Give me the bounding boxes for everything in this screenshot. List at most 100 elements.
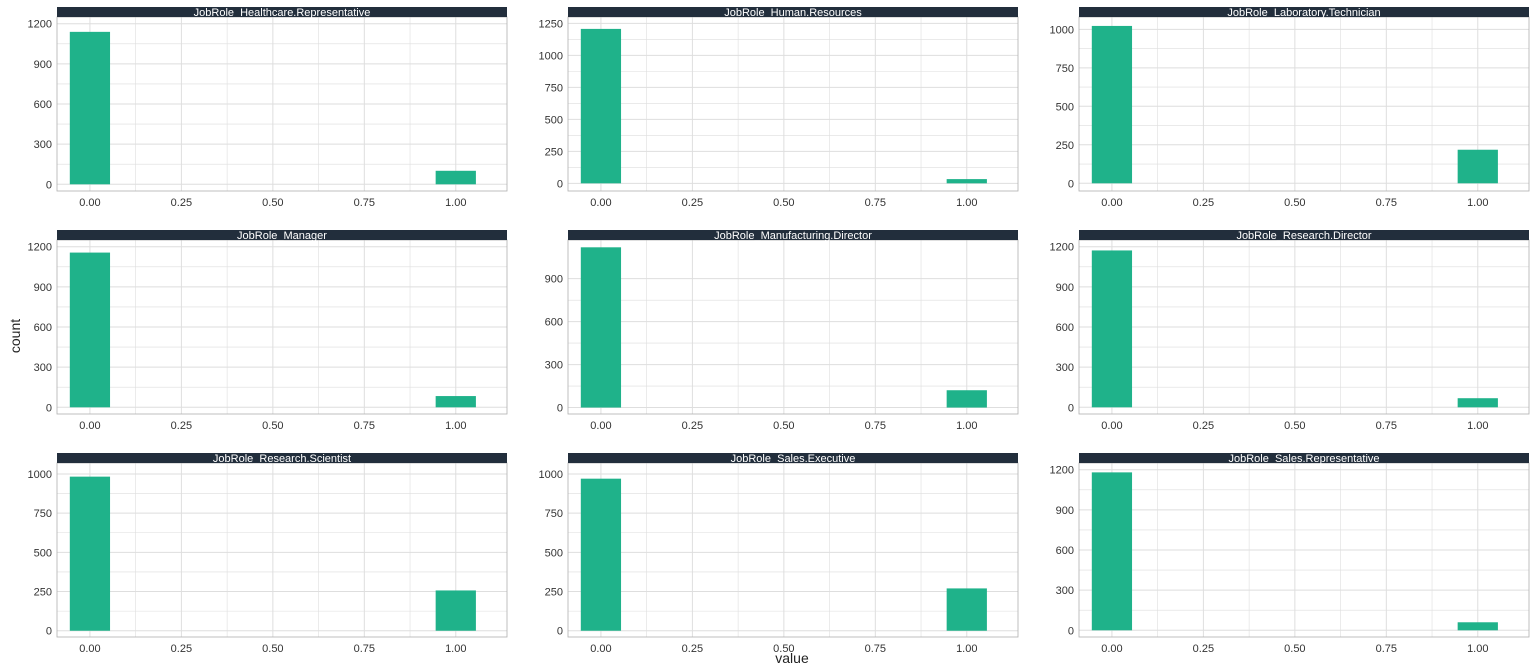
x-tick-label: 0.75 bbox=[1376, 643, 1397, 655]
x-tick-label: 0.50 bbox=[1284, 420, 1305, 432]
bar bbox=[946, 588, 987, 631]
facet-strip bbox=[568, 7, 1018, 17]
y-tick-label: 0 bbox=[46, 402, 52, 414]
facet-title: JobRole_Manager bbox=[237, 230, 327, 242]
y-tick-label: 0 bbox=[557, 626, 563, 638]
x-tick-label: 0.50 bbox=[1284, 643, 1305, 655]
y-tick-label: 300 bbox=[34, 139, 52, 151]
x-tick-label: 1.00 bbox=[956, 197, 977, 209]
x-tick-label: 1.00 bbox=[445, 197, 466, 209]
y-tick-label: 500 bbox=[1056, 101, 1074, 113]
facet-panel: 0 250 500 750 1000 1250 0.00 0.25 0.50 0.75 1.00 Jo… bbox=[539, 7, 1019, 209]
x-tick-label: 0.75 bbox=[865, 643, 886, 655]
facet-title: JobRole_Research.Scientist bbox=[213, 453, 351, 465]
y-tick-label: 0 bbox=[1068, 625, 1074, 637]
bar bbox=[435, 590, 476, 631]
facet-strip bbox=[1079, 230, 1529, 240]
x-tick-label: 0.75 bbox=[865, 197, 886, 209]
bar bbox=[580, 478, 622, 631]
bar bbox=[580, 28, 622, 184]
x-tick-label: 0.50 bbox=[262, 197, 283, 209]
bar bbox=[1457, 622, 1498, 631]
y-tick-label: 300 bbox=[1056, 362, 1074, 374]
bar bbox=[69, 476, 111, 631]
facet-panel: 0 250 500 750 1000 0.00 0.25 0.50 0.75 1.00 JobRol… bbox=[1050, 7, 1530, 209]
x-tick-label: 0.25 bbox=[682, 420, 703, 432]
x-tick-label: 1.00 bbox=[445, 420, 466, 432]
x-tick-label: 0.25 bbox=[682, 643, 703, 655]
y-tick-label: 600 bbox=[34, 99, 52, 111]
facet-strip bbox=[568, 230, 1018, 240]
facet-title: JobRole_Healthcare.Representative bbox=[194, 7, 371, 19]
facet-panel: 0 300 600 900 1200 0.00 0.25 0.50 0.75 1.00 JobRol… bbox=[28, 7, 508, 209]
x-tick-label: 0.00 bbox=[590, 420, 611, 432]
x-tick-label: 0.50 bbox=[1284, 197, 1305, 209]
x-tick-label: 1.00 bbox=[1467, 420, 1488, 432]
x-tick-label: 0.00 bbox=[79, 197, 100, 209]
x-tick-label: 1.00 bbox=[1467, 643, 1488, 655]
bar bbox=[69, 31, 111, 185]
panel-border bbox=[567, 16, 1019, 192]
y-tick-label: 0 bbox=[46, 179, 52, 191]
facet-title: JobRole_Manufacturing.Director bbox=[714, 230, 872, 242]
y-tick-label: 750 bbox=[545, 82, 563, 94]
y-tick-label: 600 bbox=[545, 317, 563, 329]
facet-title: JobRole_Sales.Representative bbox=[1228, 453, 1379, 465]
facet-panel: 0 250 500 750 1000 0.00 0.25 0.50 0.75 1.00 JobRol… bbox=[539, 453, 1019, 655]
y-tick-label: 0 bbox=[46, 626, 52, 638]
bar bbox=[69, 252, 111, 408]
x-tick-label: 0.25 bbox=[171, 420, 192, 432]
x-tick-label: 0.25 bbox=[171, 643, 192, 655]
x-tick-label: 0.75 bbox=[1376, 420, 1397, 432]
y-tick-label: 250 bbox=[1056, 140, 1074, 152]
x-tick-label: 0.75 bbox=[354, 643, 375, 655]
y-tick-label: 0 bbox=[557, 178, 563, 190]
facet-title: JobRole_Research.Director bbox=[1236, 230, 1371, 242]
y-tick-label: 750 bbox=[545, 508, 563, 520]
panels-layer: 0 300 600 900 1200 0.00 0.25 0.50 0.75 1.00 JobRol… bbox=[28, 7, 1530, 655]
y-tick-label: 250 bbox=[34, 587, 52, 599]
x-tick-label: 0.50 bbox=[773, 420, 794, 432]
x-axis-title: value bbox=[775, 650, 809, 666]
y-tick-label: 900 bbox=[1056, 505, 1074, 517]
y-tick-label: 1000 bbox=[1050, 24, 1074, 36]
facet-strip bbox=[1079, 453, 1529, 463]
y-tick-label: 0 bbox=[557, 403, 563, 415]
facet-strip bbox=[57, 453, 507, 463]
y-tick-label: 1000 bbox=[539, 469, 563, 481]
facet-title: JobRole_Laboratory.Technician bbox=[1227, 7, 1380, 19]
x-tick-label: 0.50 bbox=[773, 643, 794, 655]
y-tick-label: 1200 bbox=[28, 19, 52, 31]
y-tick-label: 250 bbox=[545, 587, 563, 599]
y-tick-label: 1250 bbox=[539, 18, 563, 30]
x-tick-label: 0.00 bbox=[79, 643, 100, 655]
x-tick-label: 0.00 bbox=[1101, 197, 1122, 209]
x-tick-label: 0.25 bbox=[171, 197, 192, 209]
facet-strip bbox=[568, 453, 1018, 463]
y-tick-label: 900 bbox=[34, 282, 52, 294]
bar bbox=[1091, 250, 1133, 408]
x-tick-label: 0.00 bbox=[1101, 643, 1122, 655]
x-tick-label: 1.00 bbox=[445, 643, 466, 655]
x-tick-label: 0.00 bbox=[590, 643, 611, 655]
x-tick-label: 0.75 bbox=[1376, 197, 1397, 209]
y-tick-label: 1000 bbox=[28, 469, 52, 481]
y-tick-label: 900 bbox=[34, 59, 52, 71]
bar bbox=[946, 390, 987, 408]
y-tick-label: 900 bbox=[545, 274, 563, 286]
y-axis-title: count bbox=[7, 319, 23, 353]
x-tick-label: 1.00 bbox=[1467, 197, 1488, 209]
bar bbox=[435, 170, 476, 185]
y-tick-label: 1200 bbox=[1050, 465, 1074, 477]
y-tick-label: 300 bbox=[34, 362, 52, 374]
y-tick-label: 900 bbox=[1056, 282, 1074, 294]
y-tick-label: 1000 bbox=[539, 50, 563, 62]
y-tick-label: 500 bbox=[545, 114, 563, 126]
facet-title: JobRole_Sales.Executive bbox=[731, 453, 856, 465]
x-tick-label: 0.00 bbox=[1101, 420, 1122, 432]
bar bbox=[946, 179, 987, 184]
x-tick-label: 0.75 bbox=[354, 420, 375, 432]
y-tick-label: 600 bbox=[34, 322, 52, 334]
facet-panel: 0 300 600 900 1200 0.00 0.25 0.50 0.75 1.00 JobRol… bbox=[1050, 230, 1530, 432]
y-tick-label: 300 bbox=[545, 360, 563, 372]
